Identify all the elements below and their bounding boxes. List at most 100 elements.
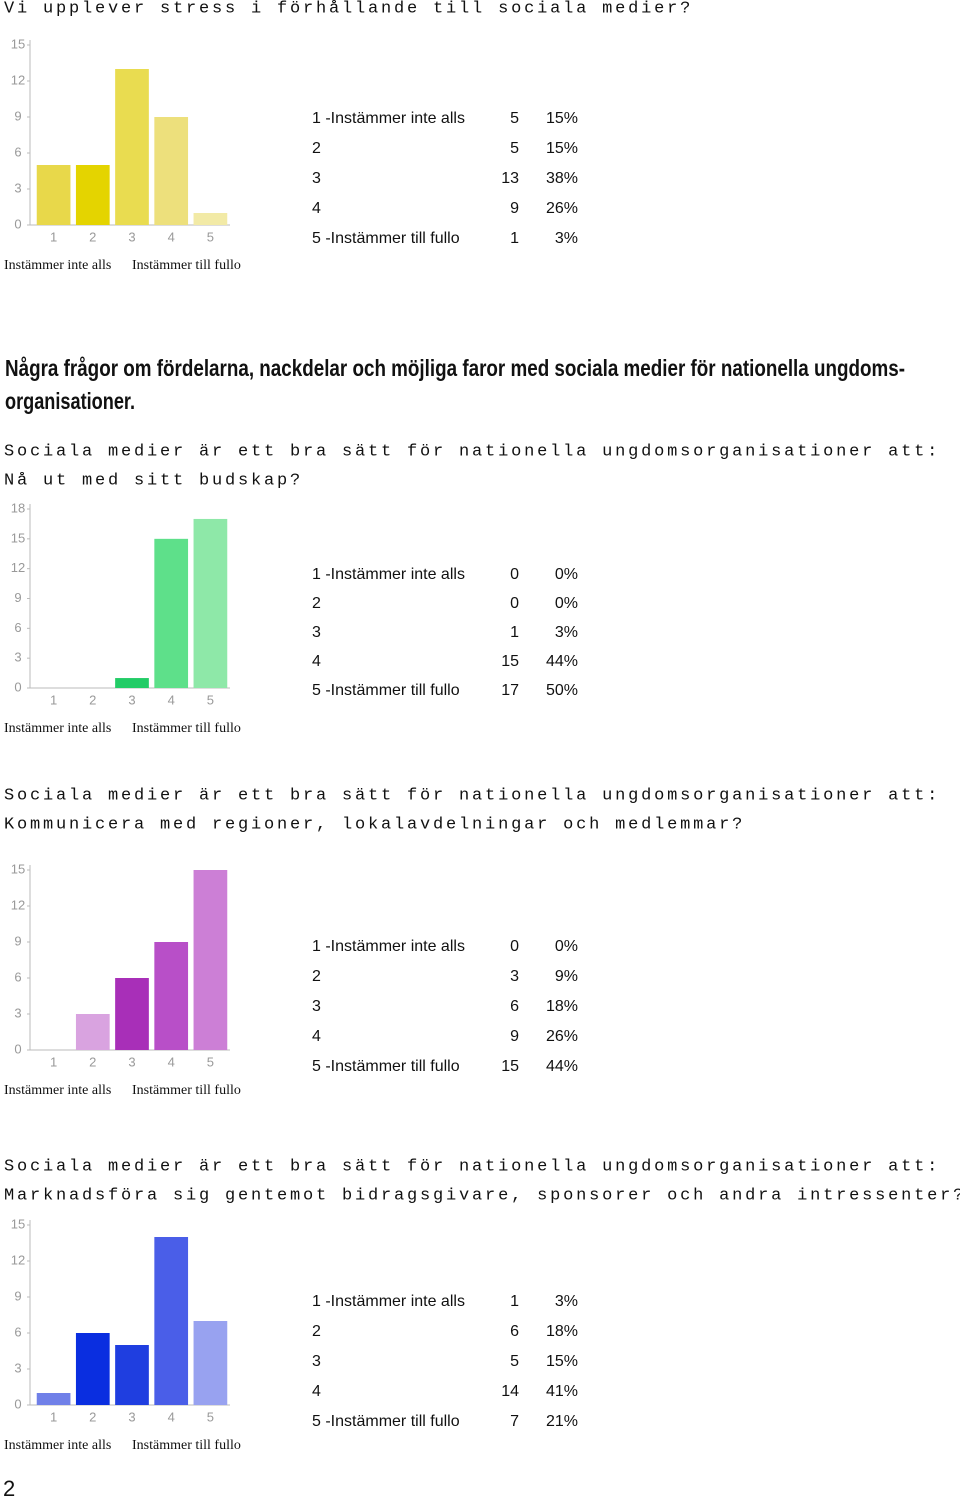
row-count: 6 — [510, 998, 519, 1015]
bar — [154, 942, 189, 1050]
heading: organisationer. — [5, 388, 135, 414]
y-tick-label: 3 — [14, 1360, 21, 1375]
bar — [75, 165, 110, 225]
x-tick-label: 5 — [207, 1054, 214, 1069]
row-label: 4 — [312, 200, 321, 217]
row-percent: 44% — [546, 1058, 578, 1075]
question: Marknadsföra sig gentemot bidragsgivare,… — [4, 1186, 960, 1205]
row-count: 5 — [510, 1353, 519, 1370]
row-percent: 3% — [555, 230, 578, 247]
x-end-label: Instämmer inte alls — [4, 258, 111, 273]
row-percent: 50% — [546, 682, 578, 699]
y-tick-label: 12 — [11, 560, 25, 575]
question: Sociala medier är ett bra sätt för natio… — [4, 1157, 940, 1176]
row-count: 0 — [510, 595, 519, 612]
row-label: 2 — [312, 968, 321, 985]
bar — [36, 165, 71, 225]
row-label: 2 — [312, 140, 321, 157]
bar — [193, 518, 228, 688]
x-tick-label: 4 — [168, 229, 175, 244]
row-label: 4 — [312, 653, 321, 670]
bar — [75, 1333, 110, 1405]
row-label: 3 — [312, 1353, 321, 1370]
y-tick-label: 15 — [11, 530, 25, 545]
row-percent: 0% — [555, 938, 578, 955]
y-tick-label: 15 — [11, 1216, 25, 1231]
bar — [193, 213, 228, 225]
bar — [154, 538, 189, 688]
row-label: 4 — [312, 1028, 321, 1045]
y-tick-label: 0 — [14, 216, 21, 231]
row-count: 6 — [510, 1323, 519, 1340]
row-label: 1 -Instämmer inte alls — [312, 110, 465, 127]
x-tick-label: 2 — [89, 1409, 96, 1424]
row-count: 14 — [501, 1383, 519, 1400]
row-label: 5 -Instämmer till fullo — [312, 682, 460, 699]
y-tick-label: 6 — [14, 144, 21, 159]
x-end-label: Instämmer inte alls — [4, 1083, 111, 1098]
row-percent: 15% — [546, 110, 578, 127]
row-label: 3 — [312, 998, 321, 1015]
question: Vi upplever stress i förhållande till so… — [4, 0, 693, 18]
x-tick-label: 1 — [50, 1409, 57, 1424]
question: Sociala medier är ett bra sätt för natio… — [4, 786, 940, 805]
x-tick-label: 3 — [128, 692, 135, 707]
x-end-label: Instämmer inte alls — [4, 721, 111, 736]
y-tick-label: 9 — [14, 933, 21, 948]
row-label: 2 — [312, 1323, 321, 1340]
row-percent: 38% — [546, 170, 578, 187]
x-tick-label: 5 — [207, 692, 214, 707]
row-count: 13 — [501, 170, 519, 187]
row-count: 7 — [510, 1413, 519, 1430]
bar — [193, 870, 228, 1050]
x-end-label: Instämmer till fullo — [132, 721, 241, 736]
y-tick-label: 6 — [14, 969, 21, 984]
bar — [115, 678, 149, 688]
x-tick-label: 4 — [168, 692, 175, 707]
y-tick-label: 12 — [11, 1252, 25, 1267]
x-tick-label: 5 — [207, 1409, 214, 1424]
row-label: 5 -Instämmer till fullo — [312, 230, 460, 247]
row-label: 2 — [312, 595, 321, 612]
heading: Några frågor om fördelarna, nackdelar oc… — [5, 355, 905, 381]
x-tick-label: 5 — [207, 229, 214, 244]
y-tick-label: 6 — [14, 620, 21, 635]
bar — [154, 117, 189, 225]
row-percent: 41% — [546, 1383, 578, 1400]
row-percent: 26% — [546, 1028, 578, 1045]
y-tick-label: 12 — [11, 72, 25, 87]
x-end-label: Instämmer inte alls — [4, 1438, 111, 1453]
y-tick-label: 0 — [14, 679, 21, 694]
y-tick-label: 9 — [14, 590, 21, 605]
x-tick-label: 3 — [128, 1409, 135, 1424]
row-percent: 15% — [546, 1353, 578, 1370]
row-label: 1 -Instämmer inte alls — [312, 566, 465, 583]
row-percent: 44% — [546, 653, 578, 670]
row-count: 3 — [510, 968, 519, 985]
row-count: 5 — [510, 140, 519, 157]
x-tick-label: 4 — [168, 1054, 175, 1069]
row-count: 0 — [510, 938, 519, 955]
bar — [115, 1345, 149, 1405]
x-tick-label: 2 — [89, 692, 96, 707]
y-tick-label: 6 — [14, 1324, 21, 1339]
row-count: 17 — [501, 682, 519, 699]
row-count: 0 — [510, 566, 519, 583]
y-tick-label: 9 — [14, 108, 21, 123]
row-label: 3 — [312, 170, 321, 187]
row-count: 1 — [510, 624, 519, 641]
y-tick-label: 0 — [14, 1041, 21, 1056]
row-count: 1 — [510, 230, 519, 247]
y-tick-label: 0 — [14, 1396, 21, 1411]
y-tick-label: 15 — [11, 861, 25, 876]
page-number: 2 — [3, 1476, 15, 1501]
row-label: 3 — [312, 624, 321, 641]
x-tick-label: 2 — [89, 229, 96, 244]
row-percent: 18% — [546, 1323, 578, 1340]
question: Nå ut med sitt budskap? — [4, 471, 303, 490]
y-tick-label: 18 — [11, 500, 25, 515]
row-label: 5 -Instämmer till fullo — [312, 1058, 460, 1075]
row-count: 15 — [501, 653, 519, 670]
x-end-label: Instämmer till fullo — [132, 258, 241, 273]
x-end-label: Instämmer till fullo — [132, 1438, 241, 1453]
